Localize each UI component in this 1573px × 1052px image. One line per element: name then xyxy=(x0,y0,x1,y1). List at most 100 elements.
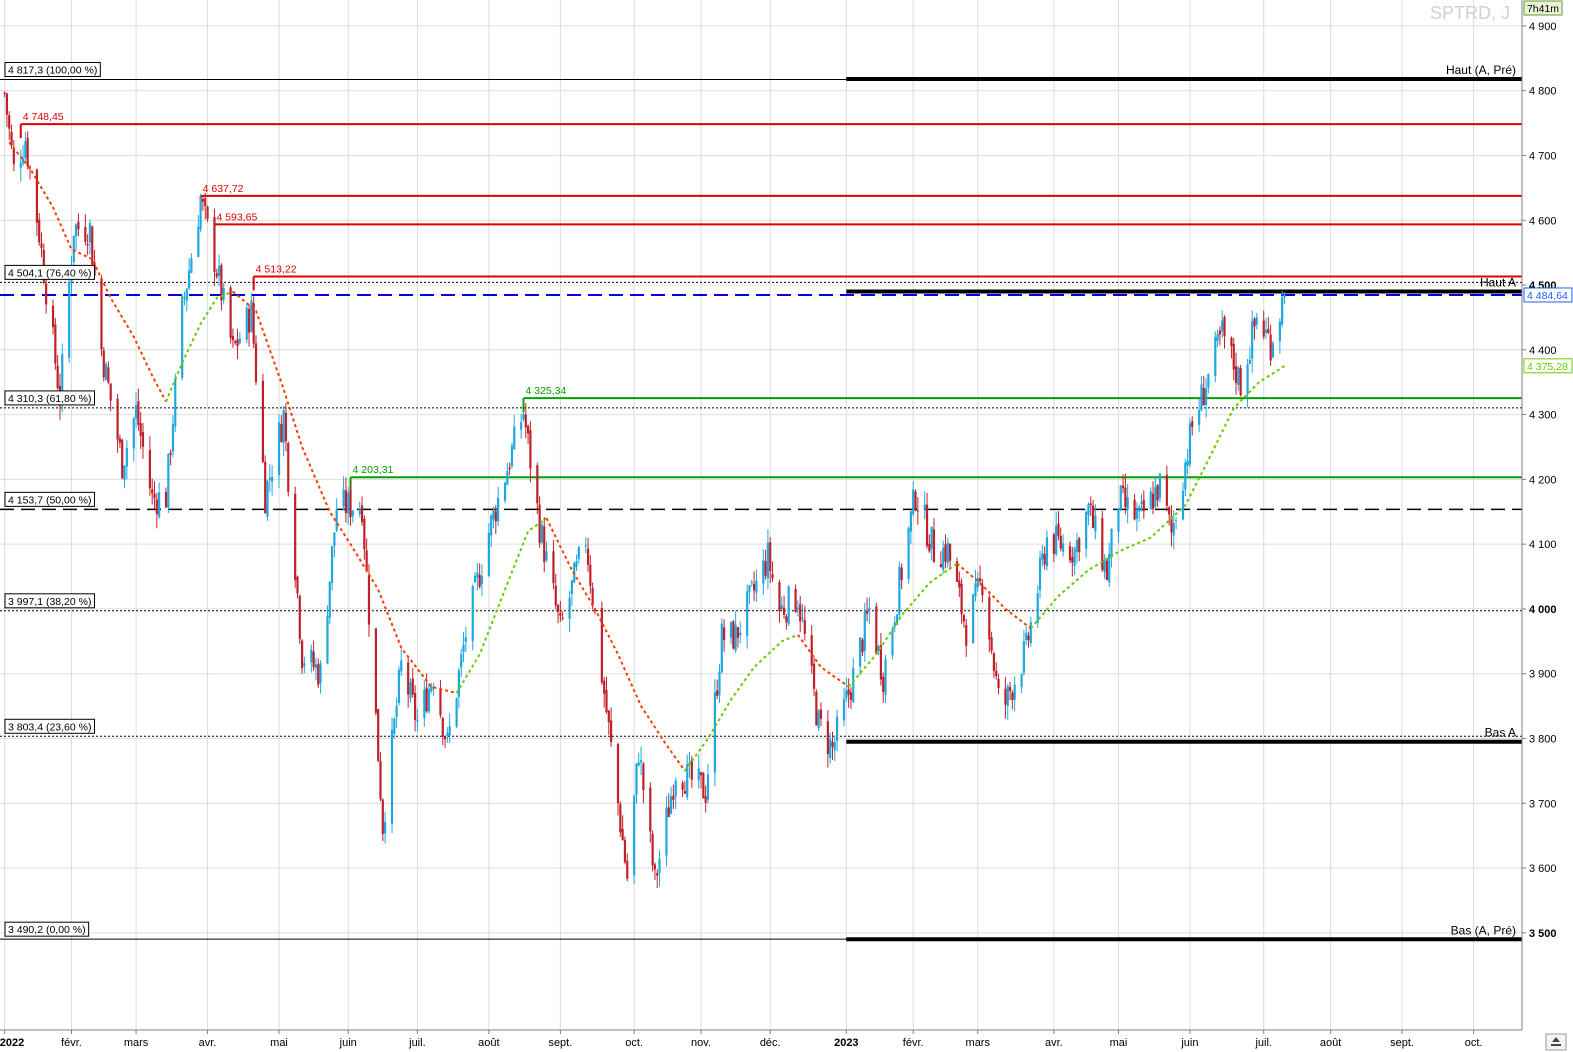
candle-body xyxy=(1135,510,1138,519)
candle-body xyxy=(425,687,428,712)
candle-body xyxy=(423,689,426,719)
candle-body xyxy=(365,550,368,572)
moving-average-line xyxy=(684,633,799,772)
candle-body xyxy=(893,622,896,627)
candle-body xyxy=(252,303,255,344)
candle-body xyxy=(409,682,412,699)
candle-body xyxy=(1168,507,1171,515)
candle-body xyxy=(109,383,112,401)
x-tick-label: févr. xyxy=(61,1037,82,1049)
candle-body xyxy=(416,720,419,722)
candle-body xyxy=(287,443,290,492)
candle-body xyxy=(335,509,338,531)
candle-body xyxy=(384,822,387,834)
candle-body xyxy=(635,763,638,795)
candle-body xyxy=(780,605,783,610)
plot-background xyxy=(0,0,1522,1030)
candle-body xyxy=(455,698,458,727)
moving-average-line xyxy=(455,517,548,694)
candle-body xyxy=(923,504,926,510)
candle-body xyxy=(755,580,758,593)
level-label-box xyxy=(4,390,95,406)
candle-body xyxy=(639,760,643,763)
level-label-box xyxy=(4,61,101,77)
moving-average-line xyxy=(165,290,234,402)
candle-body xyxy=(280,423,283,442)
x-axis[interactable]: 2022 févr. mars avr. mai juin juil. août sept. oc… xyxy=(0,1030,1482,1049)
candle-body xyxy=(190,258,193,273)
y-tick-label: 4 300 xyxy=(1529,410,1557,422)
candle-body xyxy=(907,528,910,579)
x-tick-label: avr. xyxy=(1045,1037,1063,1049)
candle-body xyxy=(1038,557,1042,591)
y-tick-label: 3 900 xyxy=(1529,669,1557,681)
candle-body xyxy=(367,574,371,625)
candle-body xyxy=(568,597,571,619)
candle-body xyxy=(137,401,140,425)
candle-body xyxy=(699,772,703,776)
candle-body xyxy=(1073,548,1076,567)
candle-body xyxy=(379,760,382,800)
candle-body xyxy=(8,115,11,129)
candle-body xyxy=(554,585,557,606)
x-tick-label: mai xyxy=(270,1037,288,1049)
candle-body xyxy=(720,623,723,673)
level-lines xyxy=(0,77,1522,942)
candle-body xyxy=(494,511,497,522)
level-value-label: 4 513,22 xyxy=(256,263,297,275)
candle-body xyxy=(148,450,151,489)
candle-body xyxy=(577,547,580,560)
candle-body xyxy=(1119,485,1122,511)
candle-body xyxy=(914,491,917,509)
x-tick-label: nov. xyxy=(691,1037,711,1049)
candle-body xyxy=(271,477,274,482)
candle-body xyxy=(330,546,334,583)
candle-body xyxy=(912,489,915,514)
candle-body xyxy=(510,445,514,467)
candle-body xyxy=(669,796,673,814)
candle-body xyxy=(68,282,71,358)
candle-body xyxy=(75,224,78,237)
grid-lines xyxy=(0,0,1522,1030)
candle-body xyxy=(174,378,177,427)
candle-body xyxy=(282,409,285,443)
candle-body xyxy=(607,710,610,723)
candle-body xyxy=(234,341,237,343)
candle-body xyxy=(1154,487,1157,507)
candle-body xyxy=(732,621,735,649)
candle-body xyxy=(955,561,959,582)
candle-body xyxy=(1264,329,1268,333)
candle-body xyxy=(185,288,188,301)
candle-body xyxy=(610,720,613,742)
candle-body xyxy=(314,664,318,668)
candle-body xyxy=(141,432,145,447)
candle-body xyxy=(1165,474,1168,506)
candle-body xyxy=(543,526,546,563)
candle-body xyxy=(1036,593,1039,623)
candle-body xyxy=(490,515,493,536)
candle-body xyxy=(1121,485,1125,489)
settings-icon[interactable] xyxy=(1545,1033,1567,1051)
candle-body xyxy=(769,542,772,572)
y-tick-label: 4 200 xyxy=(1529,474,1557,486)
candle-body xyxy=(199,198,202,229)
candle-body xyxy=(77,221,80,230)
y-tick-label: 4 600 xyxy=(1529,215,1557,227)
candle-body xyxy=(12,148,15,165)
candle-body xyxy=(960,583,963,614)
candle-body xyxy=(766,542,770,579)
candle-body xyxy=(1020,674,1023,688)
candle-body xyxy=(213,217,216,273)
candle-body xyxy=(236,339,239,347)
candle-body xyxy=(976,578,979,588)
candle-body xyxy=(5,93,9,115)
candle-body xyxy=(1251,321,1254,359)
candle-body xyxy=(831,741,834,747)
candle-body xyxy=(478,574,481,587)
candle-body xyxy=(151,489,154,494)
candle-body xyxy=(801,617,804,619)
level-value-label: 4 593,65 xyxy=(216,211,257,223)
candle-body xyxy=(1091,505,1095,529)
